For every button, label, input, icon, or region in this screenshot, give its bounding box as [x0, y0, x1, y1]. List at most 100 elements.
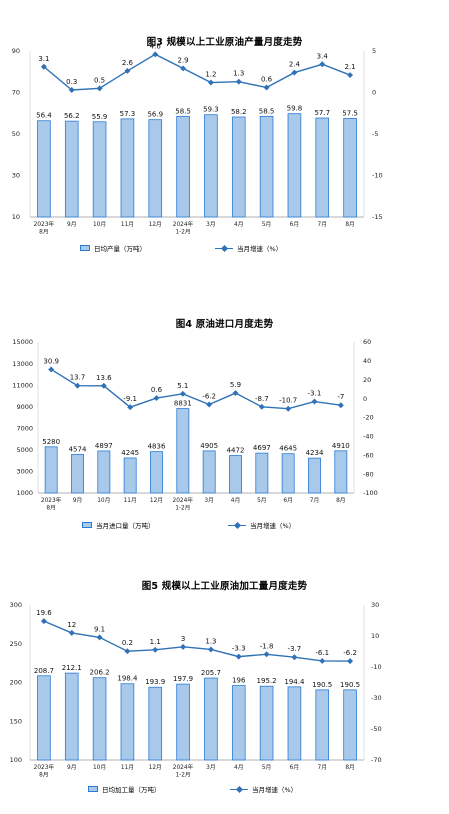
line-value-label: -3.7 — [288, 645, 302, 653]
bar — [343, 118, 357, 218]
line-value-label: 1.3 — [205, 637, 216, 645]
bar — [37, 120, 51, 218]
line-value-label: -1.8 — [260, 642, 274, 650]
x-tick-label: 10月 — [93, 764, 106, 771]
line-value-label: 9.1 — [94, 625, 105, 633]
line-point — [263, 651, 270, 658]
x-tick-label: 8月 — [345, 221, 355, 228]
x-tick-label: 3月 — [206, 764, 216, 771]
chart-title: 图3 规模以上工业原油产量月度走势 — [146, 37, 303, 48]
line-point — [337, 402, 344, 409]
bar-value-label: 208.7 — [34, 667, 54, 675]
legend-label: 当月增速（%） — [252, 786, 298, 794]
x-tick-label: 8月 — [345, 764, 355, 771]
x-tick-label: 2024年 — [173, 220, 194, 228]
x-tick-label: 4月 — [234, 221, 244, 228]
bar-value-label: 190.5 — [312, 681, 332, 689]
line-value-label: 4.6 — [150, 42, 162, 50]
bar — [287, 113, 302, 218]
chart-title: 图5 规模以上工业原油加工量月度走势 — [141, 581, 308, 592]
line-value-label: -3.1 — [308, 390, 322, 398]
line-value-label: 1.3 — [233, 70, 244, 78]
x-tick-label: 7月 — [310, 497, 320, 504]
line-value-label: 19.6 — [36, 609, 52, 617]
bar-value-label: 4234 — [306, 449, 324, 457]
legend-item-bar: 当月进口量（万吨） — [82, 520, 155, 530]
bar — [148, 119, 163, 218]
left-tick-label: 3000 — [16, 468, 33, 476]
x-tick-label: 2024年 — [173, 496, 194, 504]
line-value-label: 0.3 — [66, 78, 77, 86]
bar-value-label: 57.5 — [342, 109, 358, 117]
bar — [231, 116, 246, 218]
line-value-label: 5.1 — [177, 382, 188, 390]
right-tick-label: -70 — [371, 756, 382, 764]
line-point — [96, 634, 103, 641]
x-tick-label: 3月 — [204, 497, 214, 504]
right-tick-label: -100 — [363, 489, 378, 497]
right-tick-label: 40 — [363, 357, 371, 365]
bar-value-label: 205.7 — [201, 669, 221, 677]
growth-line — [50, 368, 341, 410]
bar-value-label: 4910 — [332, 442, 350, 450]
bar-value-label: 4645 — [279, 445, 297, 453]
bar — [120, 683, 135, 761]
legend-label: 当月增速（%） — [237, 245, 283, 253]
bar — [44, 446, 58, 494]
bar-value-label: 58.5 — [259, 107, 275, 115]
bar — [315, 689, 330, 761]
line-value-label: 0.6 — [151, 386, 163, 394]
right-tick-label: -40 — [363, 433, 374, 441]
line-value-label: -6.1 — [315, 649, 329, 657]
line-point — [235, 653, 242, 660]
legend-bar-swatch — [88, 786, 98, 792]
line-value-label: 2.6 — [122, 59, 134, 67]
line-point — [207, 646, 214, 653]
bar — [37, 675, 51, 761]
legend-item-bar: 日均产量（万吨） — [80, 243, 146, 253]
right-tick-label: -10 — [371, 663, 382, 671]
bar — [64, 120, 79, 218]
bar — [281, 453, 295, 494]
x-tick-label: 2024年 — [173, 763, 194, 771]
bar — [176, 683, 190, 761]
left-tick-label: 5000 — [16, 446, 33, 454]
bar-value-label: 4472 — [227, 447, 245, 455]
left-tick-label: 13000 — [12, 360, 33, 368]
left-tick-label: 30 — [12, 172, 20, 180]
left-tick-label: 70 — [12, 89, 20, 97]
x-tick-label: 3月 — [206, 221, 216, 228]
line-value-label: 2.9 — [178, 56, 189, 64]
bar-value-label: 4697 — [253, 444, 271, 452]
bar-value-label: 58.5 — [175, 107, 191, 115]
bar-value-label: 197.9 — [173, 675, 193, 683]
x-tick-label: 6月 — [290, 221, 300, 228]
x-tick-label: 4月 — [231, 497, 241, 504]
line-point — [319, 657, 326, 664]
x-tick-label: 10月 — [93, 221, 106, 228]
x-tick-label: 8月 — [39, 229, 49, 236]
line-value-label: -6.2 — [202, 392, 216, 400]
line-point — [152, 646, 159, 653]
right-tick-label: -10 — [372, 172, 383, 180]
bar-value-label: 55.9 — [92, 113, 108, 121]
bar — [259, 685, 274, 761]
x-tick-label: 5月 — [262, 221, 272, 228]
legend-item-line: 当月增速（%） — [228, 520, 295, 530]
bar — [287, 686, 302, 761]
bar — [343, 689, 357, 761]
bar-value-label: 206.2 — [90, 669, 110, 677]
bar-value-label: 193.9 — [145, 678, 165, 686]
bar-value-label: 56.2 — [64, 112, 80, 120]
line-value-label: -8.7 — [255, 395, 269, 403]
bar-value-label: 59.3 — [203, 106, 219, 114]
line-value-label: 0.2 — [122, 639, 133, 647]
right-tick-label: 0 — [363, 395, 367, 403]
line-point — [347, 658, 354, 665]
line-point — [285, 405, 292, 412]
right-tick-label: -20 — [363, 414, 374, 422]
legend-item-line: 当月增速（%） — [230, 784, 297, 794]
x-tick-label: 4月 — [234, 764, 244, 771]
bar — [150, 451, 163, 494]
legend-item-bar: 日均加工量（万吨） — [88, 784, 161, 794]
